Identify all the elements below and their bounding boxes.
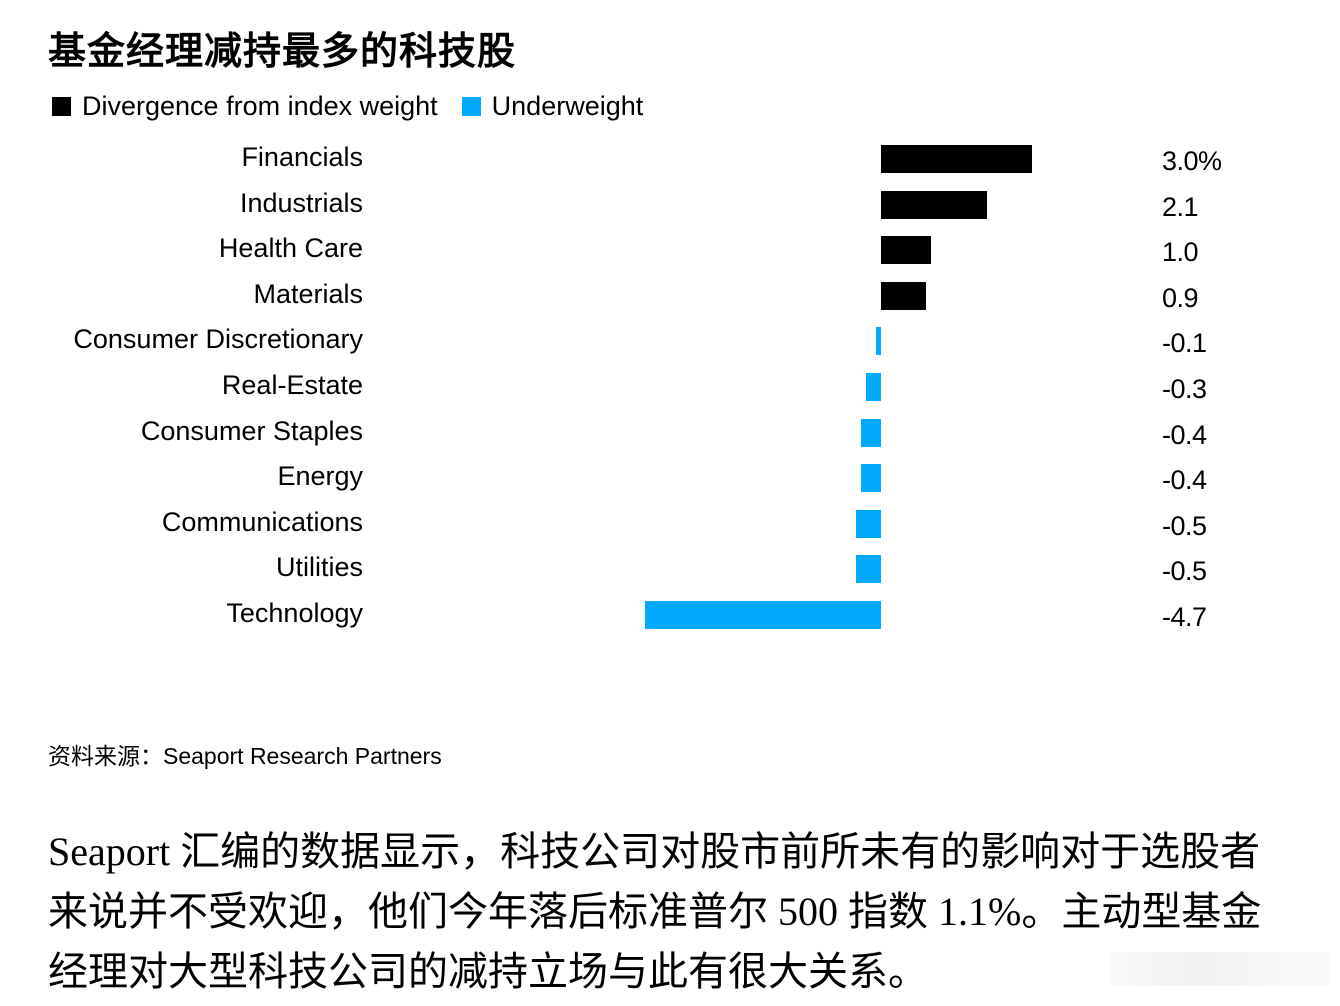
category-label: Energy [277,461,363,492]
legend-swatch-black [52,96,71,116]
value-label: -0.1 [1162,328,1207,359]
category-label: Utilities [275,552,363,583]
legend-swatch-blue [461,96,481,116]
value-label: -0.4 [1162,419,1207,450]
chart-row: Energy -0.4 [0,461,1340,510]
value-label: -0.3 [1162,374,1207,404]
value-label: -4.7 [1162,602,1207,632]
category-label: Technology [226,598,363,628]
category-label: Industrials [239,187,363,218]
chart-row: Utilities -0.5 [0,552,1340,601]
value-label: 3.0% [1162,146,1222,176]
chart-row: Materials 0.9 [0,278,1340,328]
value-label: 1.0 [1162,237,1199,268]
source-note: 资料来源：Seaport Research Partners [48,743,442,769]
chart-legend: Divergence from index weight Underweight [52,90,667,122]
bar-chart: Financials 3.0% Industrials 2.1 Health Care 1… [0,142,1340,647]
value-label: -0.4 [1162,465,1207,496]
bar-negative [860,418,881,447]
bar-negative [855,555,881,584]
category-label: Consumer Staples [140,415,363,446]
chart-row: Communications -0.5 [0,506,1340,556]
chart-row: Real-Estate -0.3 [0,370,1340,419]
category-label: Real-Estate [221,370,363,400]
article-paragraph: Seaport 汇编的数据显示，科技公司对股市前所未有的影响对于选股者来说并不受… [48,829,1262,994]
bar-positive [881,281,927,310]
bar-negative [875,327,881,356]
category-label: Health Care [218,233,363,264]
chart-row: Technology -4.7 [0,598,1340,647]
category-label: Materials [253,278,363,309]
chart-title: 基金经理减持最多的科技股 [48,31,517,73]
bar-positive [881,236,932,265]
bar-positive [881,145,1032,173]
chart-row: Financials 3.0% [0,142,1340,191]
legend-item-divergence: Divergence from index weight [52,91,438,122]
legend-item-underweight: Underweight [461,90,644,122]
category-label: Consumer Discretionary [73,324,363,355]
category-label: Communications [161,506,363,537]
chart-row: Consumer Discretionary -0.1 [0,324,1340,373]
value-label: 0.9 [1162,282,1199,313]
value-label: -0.5 [1162,556,1207,587]
bar-negative [644,601,881,629]
value-label: -0.5 [1162,510,1207,541]
category-label: Financials [241,142,363,172]
value-label: 2.1 [1162,191,1199,222]
bar-positive [881,190,987,219]
chart-row: Consumer Staples -0.4 [0,415,1340,465]
legend-label: Underweight [491,90,644,121]
bar-negative [855,509,881,538]
bar-negative [865,373,881,401]
legend-label: Divergence from index weight [82,90,438,121]
bar-negative [860,464,881,493]
chart-row: Industrials 2.1 [0,187,1340,237]
chart-row: Health Care 1.0 [0,233,1340,282]
watermark [1110,952,1330,986]
